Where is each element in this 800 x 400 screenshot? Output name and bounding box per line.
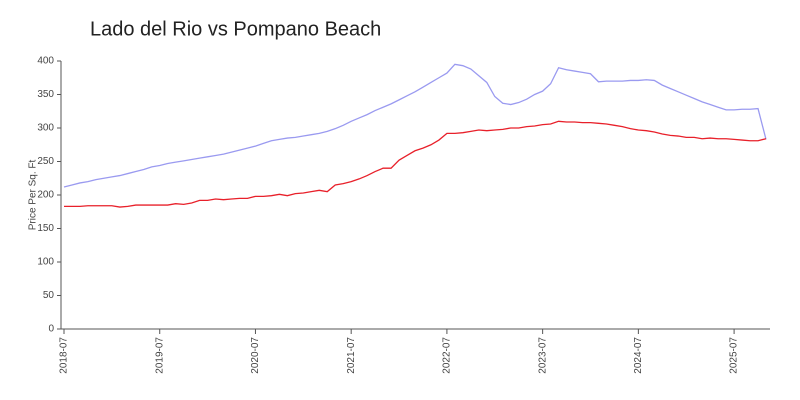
- x-tick-label: 2025-07: [729, 337, 740, 374]
- x-tick-label: 2019-07: [154, 337, 165, 374]
- y-tick-label: 200: [37, 190, 54, 201]
- y-tick-label: 300: [37, 123, 54, 134]
- chart-title: Lado del Rio vs Pompano Beach: [90, 18, 381, 40]
- y-tick-label: 350: [37, 89, 54, 100]
- series-line: [63, 63, 767, 188]
- x-tick-label: 2020-07: [250, 337, 261, 374]
- x-tick-label: 2024-07: [633, 337, 644, 374]
- x-tick-label: 2023-07: [537, 337, 548, 374]
- x-tick-label: 2021-07: [346, 337, 357, 374]
- y-tick-label: 0: [48, 324, 54, 335]
- series-line: [64, 120, 767, 208]
- y-tick-label: 50: [43, 290, 55, 301]
- x-tick-label: 2022-07: [442, 337, 453, 374]
- y-tick-label: 150: [37, 223, 54, 234]
- y-axis-label: Price Per Sq. Ft: [28, 159, 39, 230]
- y-tick-label: 250: [37, 156, 54, 167]
- x-tick-label: 2018-07: [59, 337, 70, 374]
- y-tick-label: 100: [37, 257, 54, 268]
- y-tick-label: 400: [37, 56, 54, 67]
